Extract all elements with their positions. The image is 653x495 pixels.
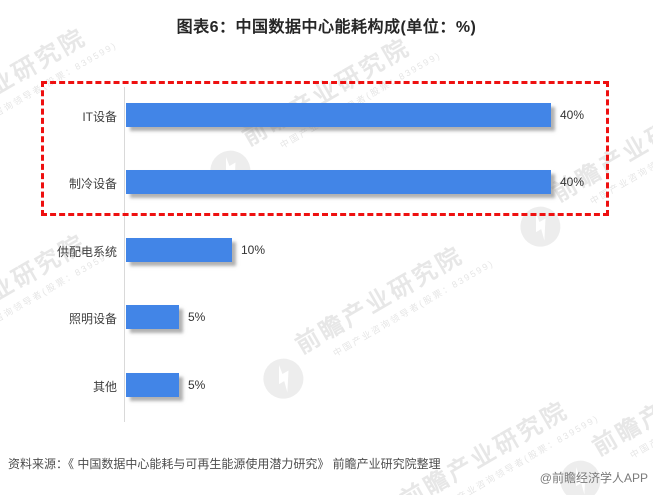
- copyright-credit: @前瞻经济学人APP: [539, 471, 648, 485]
- category-label: 其他: [92, 380, 117, 394]
- y-axis-line: [124, 87, 125, 422]
- brand-watermark: 前瞻产业研究院 中国产业咨询领导者(股票：839599): [246, 234, 496, 406]
- bar-4: [126, 373, 179, 397]
- value-label: 5%: [188, 310, 206, 324]
- watermark-brand-text: 前瞻产业研究院: [291, 241, 469, 360]
- bar-0: [126, 103, 551, 127]
- chart-title: 图表6：中国数据中心能耗构成(单位：%): [176, 19, 477, 36]
- category-label: 照明设备: [68, 312, 117, 326]
- bar-3: [126, 305, 179, 329]
- bar-1: [126, 170, 551, 194]
- watermark-tagline-text: 中国产业咨询领导者(股票：839599): [628, 359, 653, 461]
- value-label: 40%: [560, 175, 585, 189]
- bar-2: [126, 238, 232, 262]
- watermark-brand-text: 前瞻产业研究院: [0, 229, 92, 348]
- category-label: IT设备: [82, 110, 117, 124]
- source-note: 资料来源：《 中国数据中心能耗与可再生能源使用潜力研究》 前瞻产业研究院整理: [8, 457, 441, 471]
- watermark-texts: 前瞻产业研究院 中国产业咨询领导者(股票：839599): [585, 326, 653, 475]
- value-label: 10%: [241, 243, 266, 257]
- watermark-texts: 前瞻产业研究院 中国产业咨询领导者(股票：839599): [0, 212, 119, 361]
- watermark-tagline-text: 中国产业咨询领导者(股票：839599): [331, 257, 496, 359]
- watermark-brand-text: 前瞻产业研究院: [588, 343, 653, 462]
- qianzhan-logo-icon: [263, 358, 304, 399]
- highlight-dashed-box: [41, 81, 609, 216]
- value-label: 5%: [188, 378, 206, 392]
- category-label: 制冷设备: [68, 177, 117, 191]
- value-label: 40%: [560, 108, 585, 122]
- category-label: 供配电系统: [56, 245, 117, 259]
- watermark-texts: 前瞻产业研究院 中国产业咨询领导者(股票：839599): [288, 224, 497, 373]
